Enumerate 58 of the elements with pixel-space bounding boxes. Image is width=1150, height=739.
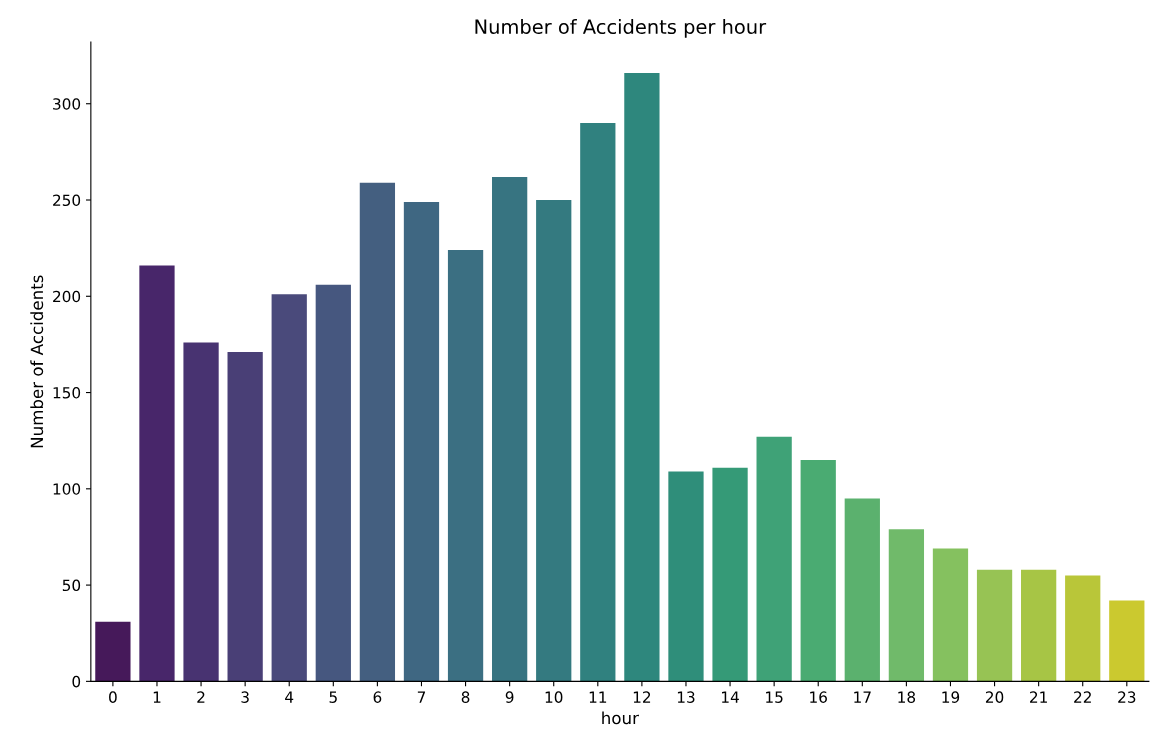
chart-title: Number of Accidents per hour xyxy=(475,19,767,38)
bar xyxy=(932,548,969,682)
bar xyxy=(447,250,484,682)
x-tick-label: 23 xyxy=(1118,691,1136,703)
bar xyxy=(624,72,660,682)
bar xyxy=(315,284,351,682)
bar xyxy=(756,436,792,682)
x-tick-label: 18 xyxy=(898,691,916,703)
y-tick-label: 250 xyxy=(53,194,81,207)
bar xyxy=(139,265,175,682)
bar xyxy=(668,471,704,682)
bar xyxy=(227,352,263,682)
x-tick-label: 19 xyxy=(942,691,960,703)
bar xyxy=(95,621,131,682)
bar xyxy=(271,294,307,682)
y-tick-label: 300 xyxy=(53,98,81,110)
y-tick-label: 200 xyxy=(53,290,81,303)
y-tick-label: 100 xyxy=(53,483,81,495)
bar xyxy=(403,201,440,682)
x-tick-label: 13 xyxy=(677,691,695,703)
y-tick-label: 0 xyxy=(72,675,81,688)
x-tick-label: 21 xyxy=(1030,691,1047,703)
x-tick-label: 7 xyxy=(417,691,426,703)
x-tick-label: 12 xyxy=(633,691,651,703)
bar xyxy=(1065,575,1101,682)
bar xyxy=(800,459,836,682)
x-tick-label: 10 xyxy=(545,691,563,703)
x-tick-label: 4 xyxy=(285,691,294,703)
x-tick-label: 8 xyxy=(461,691,470,703)
bar xyxy=(1021,569,1057,682)
bar xyxy=(183,342,219,682)
bar xyxy=(888,529,925,682)
bar xyxy=(976,569,1013,682)
x-tick-label: 6 xyxy=(373,691,382,703)
y-tick-label: 50 xyxy=(62,579,81,592)
bar xyxy=(492,176,528,682)
x-tick-label: 22 xyxy=(1074,691,1091,703)
x-tick-label: 2 xyxy=(197,691,205,703)
x-tick-label: 15 xyxy=(766,691,783,703)
bar xyxy=(359,182,396,682)
y-tick-label: 150 xyxy=(53,387,81,399)
x-tick-label: 17 xyxy=(854,691,871,703)
x-tick-label: 16 xyxy=(810,691,827,703)
y-axis-title: Number of Accidents xyxy=(30,275,44,448)
x-tick-label: 20 xyxy=(985,691,1004,703)
x-tick-label: 1 xyxy=(153,691,161,703)
x-tick-label: 3 xyxy=(241,691,249,703)
x-tick-label: 0 xyxy=(109,691,117,703)
x-tick-label: 5 xyxy=(329,691,337,703)
bar xyxy=(712,467,748,682)
bar xyxy=(844,498,880,682)
x-tick-label: 9 xyxy=(505,691,514,703)
x-tick-label: 14 xyxy=(722,691,739,703)
bar xyxy=(580,122,616,682)
bar xyxy=(536,200,572,682)
x-tick-label: 11 xyxy=(589,691,607,703)
x-axis-title: hour xyxy=(602,711,639,725)
bar xyxy=(1109,600,1145,682)
